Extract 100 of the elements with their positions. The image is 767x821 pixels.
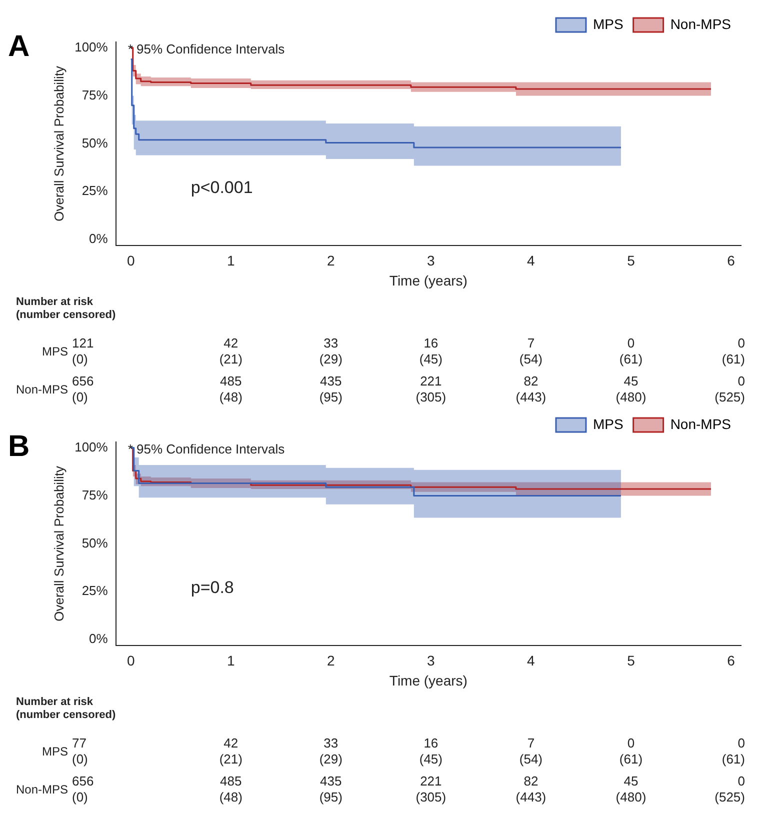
x-axis-title: Time (years) — [389, 672, 468, 688]
x-axis-title: Time (years) — [389, 272, 468, 288]
text: 82 — [524, 374, 538, 389]
annotation: p<0.001 — [190, 178, 253, 198]
legend-label: MPS — [592, 416, 624, 432]
text: (45) — [419, 752, 442, 767]
text: (29) — [319, 352, 342, 367]
text: 0 — [738, 336, 745, 351]
text: (443) — [516, 390, 546, 405]
x-tick-label: 3 — [427, 252, 436, 269]
x-tick-label: 4 — [527, 652, 536, 669]
text: MPS — [42, 744, 68, 758]
text: 0 — [738, 736, 745, 751]
text: 42 — [224, 336, 238, 351]
y-tick-label: 100% — [74, 439, 108, 454]
text: 485 — [220, 374, 242, 389]
text: 77 — [72, 736, 86, 751]
text: (48) — [219, 390, 242, 405]
x-tick-label: 4 — [527, 252, 536, 269]
text: 16 — [424, 736, 438, 751]
text: 7 — [527, 336, 535, 351]
x-tick-label: 5 — [627, 652, 636, 669]
y-tick-label: 25% — [82, 183, 108, 198]
text: (21) — [219, 352, 242, 367]
legend-label: Non-MPS — [670, 16, 732, 32]
text: 221 — [420, 374, 442, 389]
text: 435 — [320, 774, 342, 789]
text: 82 — [524, 774, 538, 789]
legend-label: Non-MPS — [670, 416, 732, 432]
text: (29) — [319, 752, 342, 767]
text: 0 — [627, 336, 635, 351]
y-tick-label: 50% — [82, 135, 108, 150]
y-tick-label: 25% — [82, 583, 108, 598]
text: 33 — [324, 336, 338, 351]
text: (48) — [219, 790, 242, 805]
annotation: * 95% Confidence Intervals — [128, 442, 286, 457]
text: (61) — [619, 752, 643, 767]
x-tick-label: 1 — [226, 652, 235, 669]
x-tick-label: 2 — [327, 252, 336, 269]
text: (480) — [616, 790, 646, 805]
text: (21) — [219, 752, 242, 767]
y-axis-title: Overall Survival Probability — [51, 66, 66, 222]
y-axis-title: Overall Survival Probability — [51, 466, 66, 622]
text: (480) — [616, 390, 646, 405]
text: 45 — [624, 374, 638, 389]
text: (525) — [714, 390, 745, 405]
text: 656 — [72, 774, 94, 789]
x-tick-label: 0 — [126, 252, 135, 269]
text: (number censored) — [16, 709, 116, 722]
text: 16 — [424, 336, 438, 351]
text: 42 — [224, 736, 238, 751]
text: (305) — [416, 790, 446, 805]
text: (45) — [419, 352, 442, 367]
text: (443) — [516, 790, 546, 805]
text: (305) — [416, 390, 446, 405]
text: Number at risk — [16, 696, 94, 708]
text: 656 — [72, 374, 94, 389]
text: 121 — [72, 336, 94, 351]
y-tick-label: 50% — [82, 535, 108, 550]
x-tick-label: 5 — [627, 252, 636, 269]
text: 221 — [420, 774, 442, 789]
annotation: p=0.8 — [190, 578, 234, 598]
text: (95) — [319, 790, 342, 805]
text: 0 — [627, 736, 635, 751]
y-tick-label: 75% — [82, 487, 108, 502]
y-tick-label: 0% — [89, 631, 108, 646]
legend-label: MPS — [592, 16, 624, 32]
x-tick-label: 1 — [226, 252, 235, 269]
text: 45 — [624, 774, 638, 789]
y-tick-label: 0% — [89, 231, 108, 246]
text: (number censored) — [16, 309, 116, 322]
text: (525) — [714, 790, 745, 805]
chart-title: B — [8, 430, 30, 464]
text: Number at risk — [16, 296, 94, 308]
text: (0) — [72, 352, 88, 367]
text: (0) — [72, 790, 88, 805]
text: (54) — [519, 352, 543, 367]
y-tick-label: 100% — [74, 39, 108, 54]
annotation: * 95% Confidence Intervals — [128, 42, 286, 57]
text: Non-MPS — [16, 382, 68, 396]
x-tick-label: 6 — [727, 252, 736, 269]
text: (0) — [72, 390, 88, 405]
x-tick-label: 0 — [126, 652, 135, 669]
text: (61) — [722, 752, 745, 767]
text: 435 — [320, 374, 342, 389]
text: 33 — [324, 736, 338, 751]
text: 0 — [738, 774, 745, 789]
x-tick-label: 6 — [727, 652, 736, 669]
text: 7 — [527, 736, 535, 751]
text: (54) — [519, 752, 543, 767]
text: MPS — [42, 344, 68, 358]
text: (95) — [319, 390, 342, 405]
text: Non-MPS — [16, 782, 68, 796]
x-tick-label: 3 — [427, 652, 436, 669]
chart-title: A — [8, 30, 30, 64]
text: 485 — [220, 774, 242, 789]
y-tick-label: 75% — [82, 87, 108, 102]
text: (0) — [72, 752, 88, 767]
text: (61) — [722, 352, 745, 367]
text: (61) — [619, 352, 643, 367]
